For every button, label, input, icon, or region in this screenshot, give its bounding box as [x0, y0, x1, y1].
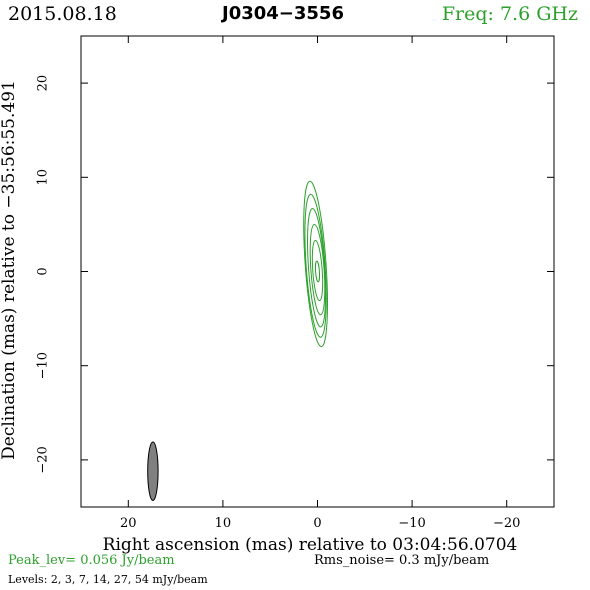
contour-2 [303, 180, 328, 348]
contour-3 [304, 193, 327, 338]
source-name: J0304−3556 [222, 3, 344, 24]
contour-levels: Levels: 2, 3, 7, 14, 27, 54 mJy/beam [8, 573, 208, 586]
epoch-date: 2015.08.18 [8, 3, 117, 25]
y-axis-label: Declination (mas) relative to −35:56:55.… [0, 80, 19, 460]
contour-54 [314, 260, 321, 283]
x-tick-label: 20 [120, 516, 137, 531]
contour-14 [309, 224, 326, 316]
x-axis-label: Right ascension (mas) relative to 03:04:… [103, 535, 518, 555]
x-tick-labels: 20 10 0 −10 −20 [120, 516, 520, 531]
peak-level: Peak_lev= 0.056 Jy/beam [8, 553, 175, 568]
contour-27 [311, 239, 324, 302]
x-tick-label: −20 [493, 516, 520, 531]
rms-noise: Rms_noise= 0.3 mJy/beam [314, 553, 490, 568]
restoring-beam [147, 441, 159, 501]
axis-ticks [81, 36, 554, 507]
y-tick-label: −20 [36, 446, 51, 473]
x-tick-label: −10 [398, 516, 425, 531]
plot-frame [80, 35, 555, 508]
y-tick-label: 10 [36, 169, 51, 186]
frequency-label: Freq: 7.6 GHz [441, 3, 578, 25]
y-tick-label: −10 [36, 352, 51, 379]
y-tick-label: 20 [36, 75, 51, 92]
y-tick-label: 0 [36, 267, 51, 275]
x-tick-label: 10 [215, 516, 232, 531]
beam-ellipse [147, 441, 159, 501]
y-tick-labels: 20 10 0 −10 −20 [36, 75, 51, 474]
contour-7 [307, 208, 327, 328]
contour-lines [303, 180, 328, 348]
x-tick-label: 0 [313, 516, 321, 531]
